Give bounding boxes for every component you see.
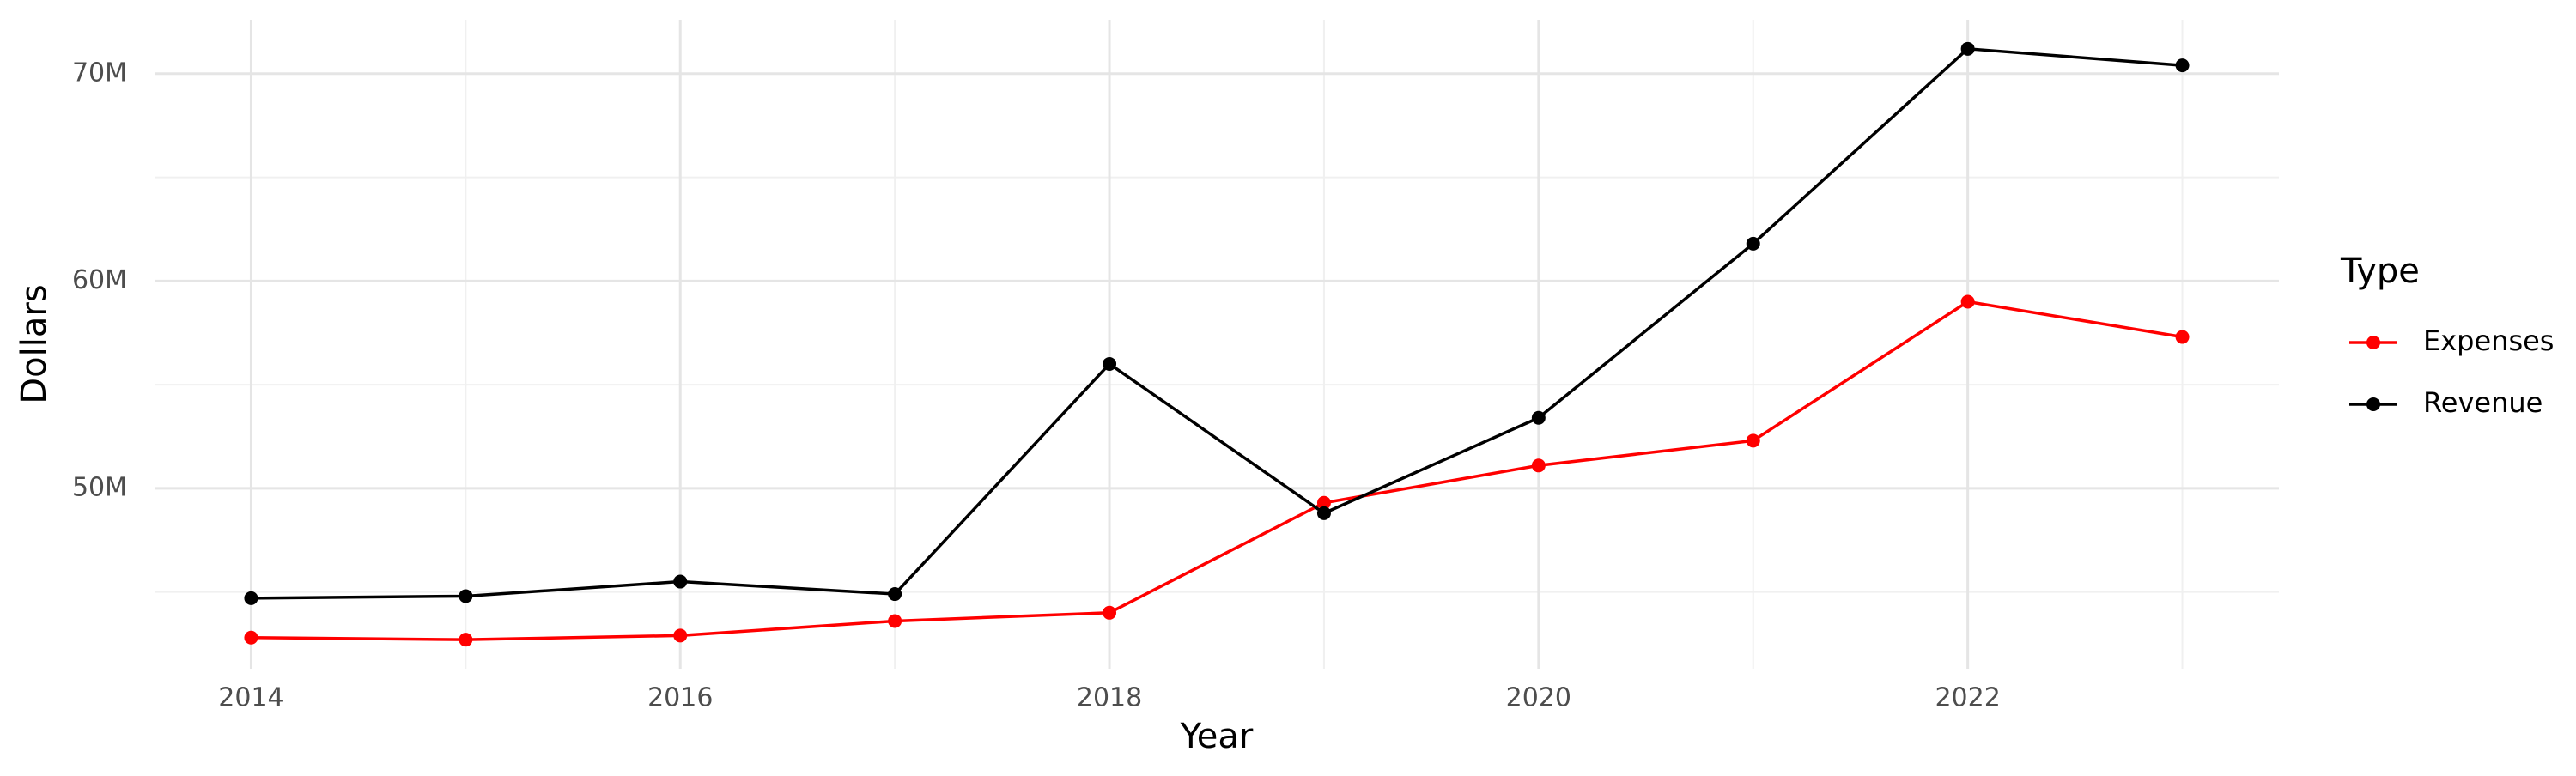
legend-label: Expenses bbox=[2423, 324, 2554, 357]
legend-label: Revenue bbox=[2423, 386, 2543, 419]
y-tick-label: 50M bbox=[72, 472, 127, 502]
data-point bbox=[1103, 605, 1117, 620]
y-tick-label: 70M bbox=[72, 58, 127, 88]
data-point bbox=[1531, 458, 1546, 473]
data-point bbox=[1746, 236, 1760, 251]
data-point bbox=[1103, 356, 1117, 371]
x-tick-label: 2022 bbox=[1935, 683, 2000, 713]
series-line bbox=[251, 300, 2183, 641]
legend-title: Type bbox=[2340, 252, 2420, 291]
data-point bbox=[673, 574, 688, 589]
data-point bbox=[673, 628, 688, 643]
legend-swatch-point bbox=[2366, 336, 2380, 349]
x-tick-label: 2018 bbox=[1077, 683, 1142, 713]
lines bbox=[244, 41, 2190, 647]
data-point bbox=[888, 587, 902, 602]
data-point bbox=[888, 614, 902, 628]
grid bbox=[155, 20, 2279, 669]
data-point bbox=[459, 633, 473, 647]
data-point bbox=[1960, 41, 1975, 56]
x-tick-label: 2016 bbox=[647, 683, 713, 713]
data-point bbox=[1531, 410, 1546, 425]
data-point bbox=[244, 630, 258, 645]
data-point bbox=[459, 589, 473, 603]
y-tick-label: 60M bbox=[72, 265, 127, 295]
data-point bbox=[1960, 294, 1975, 309]
series-line bbox=[251, 47, 2183, 600]
x-axis-title: Year bbox=[1180, 717, 1254, 756]
y-axis-title: Dollars bbox=[15, 284, 54, 403]
data-point bbox=[244, 591, 258, 605]
data-point bbox=[1746, 433, 1760, 448]
data-point bbox=[1316, 495, 1331, 510]
data-point bbox=[2175, 58, 2190, 73]
data-point bbox=[2175, 330, 2190, 344]
legend-swatch-point bbox=[2366, 397, 2380, 411]
x-tick-label: 2020 bbox=[1506, 683, 1571, 713]
data-point bbox=[1316, 506, 1331, 520]
x-tick-label: 2014 bbox=[218, 683, 283, 713]
